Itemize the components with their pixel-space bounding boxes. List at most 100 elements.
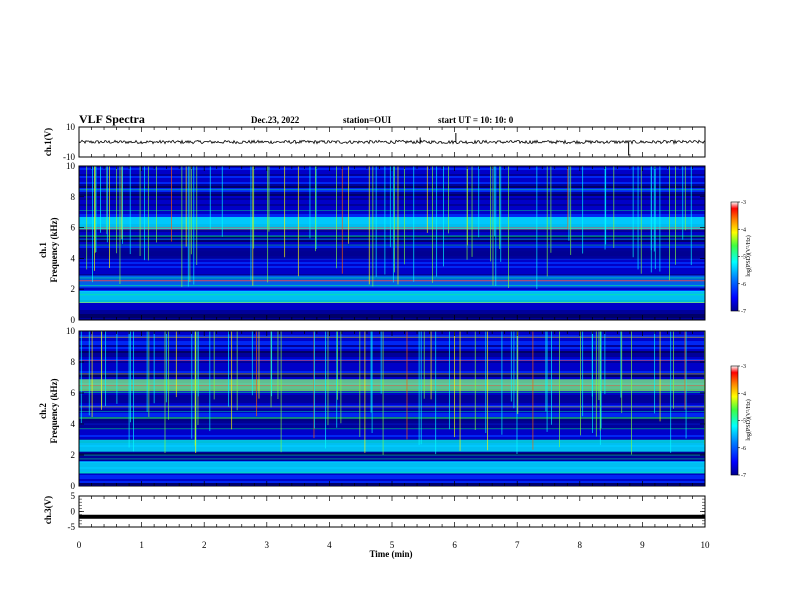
spectrogram-row [79,246,705,248]
colorbar-tick-label: -6 [741,446,746,452]
colorbar-tick-label: -3 [741,200,746,206]
spectrogram-row [79,236,705,238]
spectrogram-row [79,266,705,268]
spectrogram-row [79,453,705,455]
spectrogram-row [79,188,705,190]
y-tick-label: -5 [68,522,76,532]
y-tick-label: 10 [66,122,76,132]
spectrogram-row [79,214,705,216]
y-tick-label: 10 [66,161,76,171]
ch2-spec-ylabel-line1: ch.2 [38,403,48,419]
spectrogram-row [79,240,705,242]
ch1-spec-ylabel-line2: Frequency (kHz) [49,217,59,282]
spectrogram-band [79,275,705,288]
colorbar-tick-label: -7 [741,309,746,315]
ch1-spec-ylabel-line1: ch.1 [38,242,48,258]
colorbar-tick-label: -5 [741,255,746,261]
spectrogram-row [79,475,705,477]
x-tick-label: 8 [578,540,583,550]
spectrogram-row [79,204,705,206]
ch3-waveform-ylabel: ch.3(V) [43,496,53,524]
spectrogram-row [79,435,705,437]
spectrogram-row [79,248,705,250]
spectrogram-row [79,351,705,353]
spectrogram-row [79,262,705,264]
x-tick-label: 10 [701,540,711,550]
spectrogram-row [79,375,705,377]
ch1-colorbar-label: log(PSD)(V²/Hz) [745,235,752,276]
y-tick-label: 6 [71,223,76,233]
colorbar-tick-label: -3 [741,364,746,370]
x-tick-label: 0 [77,540,82,550]
y-tick-label: 0 [71,315,76,325]
spectrogram-row [79,310,705,312]
y-tick-label: 5 [71,491,76,501]
spectrogram-row [79,341,705,343]
x-tick-label: 4 [327,540,332,550]
spectrogram-row [79,274,705,276]
spectrogram-band [79,251,705,260]
spectrogram-row [79,343,705,345]
y-tick-label: 8 [71,192,76,202]
colorbar-tick-label: -7 [741,473,746,479]
spectrogram-band [79,216,705,229]
spectrogram-row [79,395,705,397]
spectrogram-row [79,413,705,415]
spectrogram-row [79,312,705,314]
spectrogram-row [79,401,705,403]
spectrogram-row [79,455,705,457]
spectrogram-row [79,459,705,461]
ch1-spectrogram-panel: 0 2 4 6 8 10 [66,161,706,325]
y-tick-label: 2 [71,284,76,294]
spectrogram-row [79,405,705,407]
x-tick-label: 2 [202,540,207,550]
y-tick-label: 6 [71,388,76,398]
spectrogram-row [79,409,705,411]
y-tick-label: 0 [71,481,76,491]
x-tick-label: 7 [515,540,520,550]
spectrogram-row [79,457,705,459]
spectrogram-row [79,361,705,363]
y-tick-label: 2 [71,450,76,460]
spectrogram-row [79,397,705,399]
spectrogram-row [79,451,705,453]
spectrogram-row [79,415,705,417]
y-tick-label: 8 [71,357,76,367]
time-axis: 0 1 2 3 4 5 6 7 8 9 10 [77,540,710,550]
y-tick-label: 4 [71,253,76,263]
spectrogram-row [79,250,705,252]
header-station: station=OUI [343,115,392,125]
colorbar-tick-label: -5 [741,419,746,425]
spectrogram-band [79,461,705,474]
spectrogram-row [79,353,705,355]
spectrogram-row [79,347,705,349]
y-tick-label: 10 [66,326,76,336]
y-tick-label: 0 [71,507,76,517]
colorbar-tick-label: -6 [741,282,746,288]
ch3-waveform-panel: 5 0 -5 [68,491,706,532]
spectrogram-band [79,439,705,452]
spectrogram-row [79,174,705,176]
colorbar-gradient [730,365,739,476]
y-tick-label: -10 [63,152,75,162]
spectrogram-row [79,194,705,196]
ch1-waveform-ylabel: ch.1(V) [43,128,53,156]
spectrogram-band [79,416,705,425]
spectrogram-row [79,230,705,232]
x-tick-label: 9 [640,540,645,550]
spectrogram-row [79,198,705,200]
x-tick-label: 3 [265,540,270,550]
ch2-colorbar: -3 -4 -5 -6 -7 [730,364,746,479]
x-tick-label: 6 [452,540,457,550]
ch1-waveform-panel: 10 -10 [63,122,706,162]
spectrogram-row [79,355,705,357]
x-tick-label: 1 [139,540,144,550]
y-tick-label: 4 [71,419,76,429]
spectrogram-row [79,182,705,184]
spectrogram-row [79,425,705,427]
ch2-colorbar-label: log(PSD)(V²/Hz) [745,399,752,440]
header-date: Dec.23, 2022 [251,115,300,125]
ch2-spectrogram-panel: 0 2 4 6 8 10 [66,326,706,491]
spectrogram-row [79,345,705,347]
